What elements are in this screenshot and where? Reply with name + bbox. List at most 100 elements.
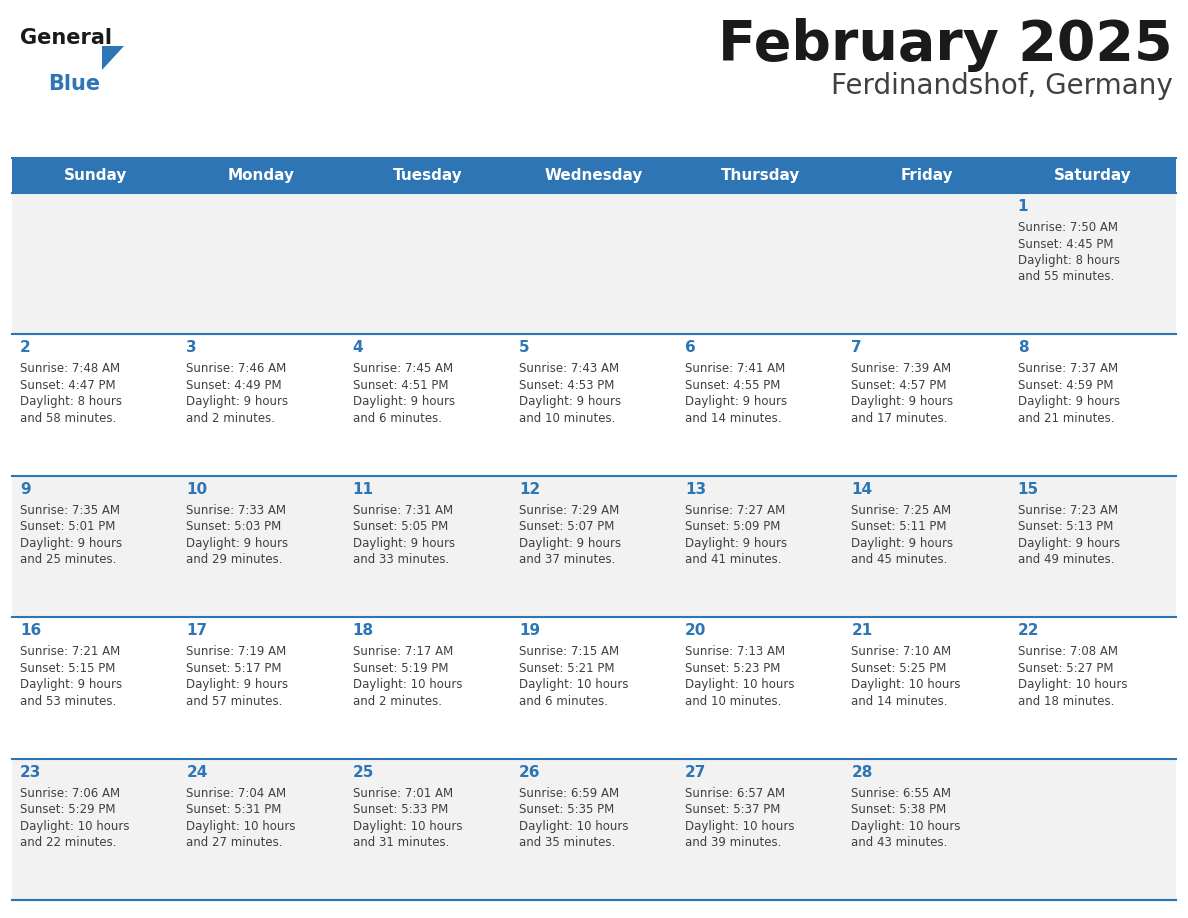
Text: Sunset: 5:15 PM: Sunset: 5:15 PM (20, 662, 115, 675)
Text: Sunrise: 7:25 AM: Sunrise: 7:25 AM (852, 504, 952, 517)
Text: Daylight: 10 hours: Daylight: 10 hours (187, 820, 296, 833)
Text: and 53 minutes.: and 53 minutes. (20, 695, 116, 708)
Text: Wednesday: Wednesday (545, 168, 643, 183)
Bar (178, 476, 345, 617)
Bar (178, 193, 345, 334)
Text: Sunrise: 7:10 AM: Sunrise: 7:10 AM (852, 645, 952, 658)
Bar (511, 334, 677, 476)
Text: and 57 minutes.: and 57 minutes. (187, 695, 283, 708)
Bar (178, 617, 345, 758)
Bar (843, 758, 1010, 900)
Text: Sunrise: 7:04 AM: Sunrise: 7:04 AM (187, 787, 286, 800)
Bar (1010, 334, 1176, 476)
Text: Sunrise: 7:31 AM: Sunrise: 7:31 AM (353, 504, 453, 517)
Text: Daylight: 9 hours: Daylight: 9 hours (1018, 537, 1120, 550)
Text: Sunrise: 7:50 AM: Sunrise: 7:50 AM (1018, 221, 1118, 234)
Text: Friday: Friday (901, 168, 953, 183)
Text: Daylight: 9 hours: Daylight: 9 hours (187, 537, 289, 550)
Text: Sunrise: 7:17 AM: Sunrise: 7:17 AM (353, 645, 453, 658)
Text: Sunset: 5:23 PM: Sunset: 5:23 PM (685, 662, 781, 675)
Text: February 2025: February 2025 (719, 18, 1173, 72)
Bar (843, 193, 1010, 334)
Text: Blue: Blue (48, 74, 100, 94)
Text: Tuesday: Tuesday (393, 168, 462, 183)
Bar (345, 617, 511, 758)
Text: Daylight: 10 hours: Daylight: 10 hours (353, 678, 462, 691)
Text: Sunrise: 7:06 AM: Sunrise: 7:06 AM (20, 787, 120, 800)
Text: and 43 minutes.: and 43 minutes. (852, 836, 948, 849)
Text: Sunrise: 7:21 AM: Sunrise: 7:21 AM (20, 645, 120, 658)
Bar (345, 758, 511, 900)
Text: 16: 16 (20, 623, 42, 638)
Text: Sunset: 5:07 PM: Sunset: 5:07 PM (519, 521, 614, 533)
Text: 19: 19 (519, 623, 541, 638)
Bar (345, 476, 511, 617)
Text: Sunrise: 7:48 AM: Sunrise: 7:48 AM (20, 363, 120, 375)
Text: Daylight: 9 hours: Daylight: 9 hours (187, 396, 289, 409)
Text: Daylight: 9 hours: Daylight: 9 hours (187, 678, 289, 691)
Bar (12, 193, 178, 334)
Text: Daylight: 10 hours: Daylight: 10 hours (1018, 678, 1127, 691)
Text: 28: 28 (852, 765, 873, 779)
Bar (511, 758, 677, 900)
Text: and 14 minutes.: and 14 minutes. (852, 695, 948, 708)
Text: and 27 minutes.: and 27 minutes. (187, 836, 283, 849)
Text: Daylight: 9 hours: Daylight: 9 hours (1018, 396, 1120, 409)
Bar (511, 617, 677, 758)
Text: Daylight: 10 hours: Daylight: 10 hours (519, 678, 628, 691)
Bar (1010, 758, 1176, 900)
Text: Sunday: Sunday (63, 168, 127, 183)
Text: 14: 14 (852, 482, 872, 497)
Text: Sunset: 5:31 PM: Sunset: 5:31 PM (187, 803, 282, 816)
Text: Sunset: 5:21 PM: Sunset: 5:21 PM (519, 662, 614, 675)
Text: Daylight: 10 hours: Daylight: 10 hours (519, 820, 628, 833)
Text: Sunset: 5:01 PM: Sunset: 5:01 PM (20, 521, 115, 533)
Text: and 37 minutes.: and 37 minutes. (519, 554, 615, 566)
Text: Sunrise: 7:19 AM: Sunrise: 7:19 AM (187, 645, 286, 658)
Text: Daylight: 9 hours: Daylight: 9 hours (20, 678, 122, 691)
Text: Sunset: 5:09 PM: Sunset: 5:09 PM (685, 521, 781, 533)
Text: Sunset: 5:11 PM: Sunset: 5:11 PM (852, 521, 947, 533)
Text: and 25 minutes.: and 25 minutes. (20, 554, 116, 566)
Text: Daylight: 10 hours: Daylight: 10 hours (20, 820, 129, 833)
Text: Sunset: 5:17 PM: Sunset: 5:17 PM (187, 662, 282, 675)
Text: Daylight: 9 hours: Daylight: 9 hours (852, 396, 954, 409)
Bar (12, 158, 1176, 193)
Text: Sunset: 4:45 PM: Sunset: 4:45 PM (1018, 238, 1113, 251)
Text: Saturday: Saturday (1054, 168, 1132, 183)
Text: Daylight: 9 hours: Daylight: 9 hours (20, 537, 122, 550)
Bar (677, 193, 843, 334)
Text: Sunset: 5:13 PM: Sunset: 5:13 PM (1018, 521, 1113, 533)
Text: Sunrise: 7:13 AM: Sunrise: 7:13 AM (685, 645, 785, 658)
Bar (677, 476, 843, 617)
Text: Ferdinandshof, Germany: Ferdinandshof, Germany (832, 72, 1173, 100)
Text: Sunrise: 6:57 AM: Sunrise: 6:57 AM (685, 787, 785, 800)
Text: 20: 20 (685, 623, 707, 638)
Bar (843, 617, 1010, 758)
Text: and 2 minutes.: and 2 minutes. (353, 695, 442, 708)
Text: Daylight: 9 hours: Daylight: 9 hours (519, 396, 621, 409)
Text: Daylight: 9 hours: Daylight: 9 hours (685, 537, 788, 550)
Text: 11: 11 (353, 482, 373, 497)
Text: Daylight: 9 hours: Daylight: 9 hours (685, 396, 788, 409)
Text: Sunset: 4:51 PM: Sunset: 4:51 PM (353, 379, 448, 392)
Text: Sunset: 5:35 PM: Sunset: 5:35 PM (519, 803, 614, 816)
Text: Sunset: 5:38 PM: Sunset: 5:38 PM (852, 803, 947, 816)
Text: Sunset: 5:27 PM: Sunset: 5:27 PM (1018, 662, 1113, 675)
Text: 27: 27 (685, 765, 707, 779)
Text: and 39 minutes.: and 39 minutes. (685, 836, 782, 849)
Text: Daylight: 9 hours: Daylight: 9 hours (519, 537, 621, 550)
Text: Daylight: 9 hours: Daylight: 9 hours (353, 396, 455, 409)
Text: Sunrise: 7:29 AM: Sunrise: 7:29 AM (519, 504, 619, 517)
Text: Sunset: 5:33 PM: Sunset: 5:33 PM (353, 803, 448, 816)
Text: and 58 minutes.: and 58 minutes. (20, 412, 116, 425)
Bar (1010, 617, 1176, 758)
Text: and 31 minutes.: and 31 minutes. (353, 836, 449, 849)
Text: and 10 minutes.: and 10 minutes. (685, 695, 782, 708)
Text: 5: 5 (519, 341, 530, 355)
Text: Sunrise: 7:15 AM: Sunrise: 7:15 AM (519, 645, 619, 658)
Text: Sunrise: 7:23 AM: Sunrise: 7:23 AM (1018, 504, 1118, 517)
Text: Daylight: 10 hours: Daylight: 10 hours (685, 678, 795, 691)
Text: Sunrise: 7:33 AM: Sunrise: 7:33 AM (187, 504, 286, 517)
Text: Sunrise: 7:43 AM: Sunrise: 7:43 AM (519, 363, 619, 375)
